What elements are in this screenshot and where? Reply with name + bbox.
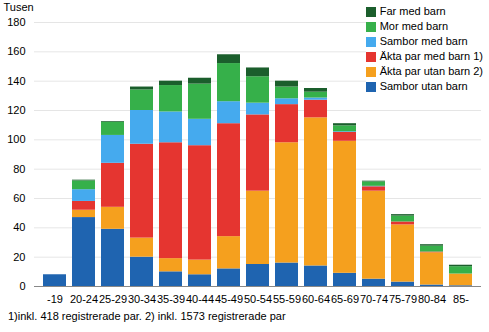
svg-text:65-69: 65-69 <box>331 293 359 305</box>
svg-text:140: 140 <box>7 75 25 87</box>
svg-text:180: 180 <box>7 16 25 28</box>
svg-text:160: 160 <box>7 45 25 57</box>
html-text:Äkta par utan barn 2): Äkta par utan barn 2) <box>379 65 483 77</box>
html-text:Far med barn: Far med barn <box>379 5 446 17</box>
svg-text:0: 0 <box>19 280 25 292</box>
svg-text:100: 100 <box>7 133 25 145</box>
html-text:1)inkl. 418 registrerade par.: 1)inkl. 418 registrerade par. 2) inkl. 1… <box>8 310 286 322</box>
svg-text:30-34: 30-34 <box>128 293 156 305</box>
svg-text:20-24: 20-24 <box>70 293 98 305</box>
html-text:Sambor utan barn: Sambor utan barn <box>379 80 468 92</box>
svg-text:80-84: 80-84 <box>418 293 446 305</box>
svg-text:35-39: 35-39 <box>157 293 185 305</box>
svg-text:20: 20 <box>13 251 25 263</box>
svg-text:40: 40 <box>13 221 25 233</box>
svg-text:120: 120 <box>7 104 25 116</box>
svg-text:-19: -19 <box>47 293 63 305</box>
svg-text:55-59: 55-59 <box>273 293 301 305</box>
svg-text:Tusen: Tusen <box>4 1 34 13</box>
svg-text:50-54: 50-54 <box>244 293 272 305</box>
html-text:Äkta par med barn 1): Äkta par med barn 1) <box>379 50 483 62</box>
svg-text:40-44: 40-44 <box>186 293 214 305</box>
svg-text:85-: 85- <box>453 293 469 305</box>
svg-text:60-64: 60-64 <box>302 293 330 305</box>
svg-text:75-79: 75-79 <box>389 293 417 305</box>
svg-text:70-74: 70-74 <box>360 293 388 305</box>
html-text:Sambor med barn: Sambor med barn <box>379 35 468 47</box>
svg-text:80: 80 <box>13 163 25 175</box>
svg-text:25-29: 25-29 <box>99 293 127 305</box>
svg-text:60: 60 <box>13 192 25 204</box>
svg-text:45-49: 45-49 <box>215 293 243 305</box>
html-text:Mor med barn: Mor med barn <box>379 20 449 32</box>
